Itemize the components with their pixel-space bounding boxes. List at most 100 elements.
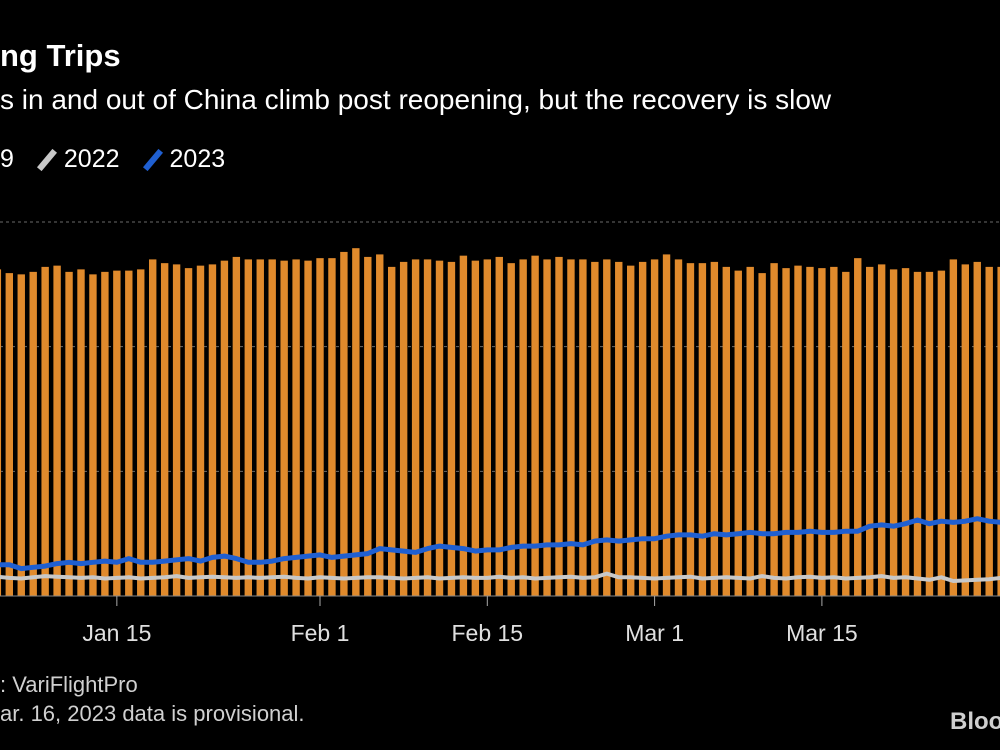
bar-2019-68 [770, 263, 778, 596]
bar-2019-28 [292, 259, 300, 596]
bar-2019-23 [232, 256, 241, 596]
bar-2019-77 [877, 264, 886, 596]
bar-2019-12 [101, 271, 109, 596]
bar-2019-11 [89, 274, 97, 596]
bar-2019-20 [196, 265, 205, 596]
bar-2019-6 [29, 271, 37, 596]
bar-2019-73 [830, 266, 838, 596]
bar-2019-87 [997, 266, 1000, 596]
bar-2019-36 [388, 266, 396, 596]
bar-2019-79 [901, 268, 910, 596]
legend: 9 2022 2023 [0, 145, 247, 174]
bar-2019-41 [447, 261, 456, 596]
legend-item-2023: 2023 [142, 145, 226, 174]
bar-2019-18 [172, 264, 181, 596]
bar-2019-48 [531, 255, 539, 596]
bar-2019-14 [125, 270, 133, 596]
bar-2019-17 [160, 263, 169, 596]
bar-2019-51 [567, 259, 575, 596]
line-2023 [0, 516, 1000, 572]
bar-2019-30 [316, 258, 324, 596]
bar-2019-42 [459, 255, 468, 596]
bar-2019-55 [615, 261, 623, 596]
legend-label-2022: 2022 [63, 145, 120, 173]
bar-2019-46 [507, 263, 515, 596]
line-2022 [0, 571, 1000, 583]
bar-2019-7 [41, 266, 49, 596]
chart-subtitle: s in and out of China climb post reopeni… [0, 84, 832, 115]
bar-2019-49 [543, 259, 551, 596]
bar-2019-13 [113, 270, 121, 596]
bar-2019-8 [53, 265, 61, 596]
bar-2019-29 [304, 260, 312, 596]
bar-2019-61 [686, 263, 695, 596]
bar-2019-40 [435, 260, 444, 596]
bar-2019-10 [77, 269, 85, 596]
bar-2019-39 [423, 259, 432, 596]
bar-2019-54 [603, 259, 611, 596]
bar-2019-85 [973, 261, 981, 596]
bar-2019-33 [352, 248, 360, 596]
bar-2019-50 [555, 256, 563, 596]
bar-2019-35 [376, 254, 384, 596]
bar-2019-31 [328, 258, 336, 596]
bar-2019-25 [256, 259, 264, 596]
bar-2019-60 [674, 259, 683, 596]
bar-2019-47 [519, 259, 527, 596]
bar-2019-19 [184, 268, 193, 596]
bar-2019-38 [411, 259, 420, 596]
bar-2019-34 [364, 256, 372, 596]
bar-2019-57 [638, 261, 647, 596]
legend-label-2023: 2023 [169, 145, 226, 173]
bar-2019-53 [591, 261, 599, 596]
bar-2019-5 [17, 274, 25, 596]
legend-label-2019: 9 [0, 145, 14, 173]
bar-2019-32 [340, 251, 348, 597]
x-tick-label-2: Feb 15 [451, 620, 523, 646]
bar-2019-56 [627, 265, 635, 596]
bar-2019-27 [280, 260, 288, 596]
brand-logo-text: Bloomberg [950, 708, 1000, 735]
legend-item-2022: 2022 [36, 145, 120, 174]
data-note: ar. 16, 2023 data is provisional. [0, 701, 305, 726]
bar-2019-22 [220, 260, 229, 596]
bar-2019-71 [806, 266, 814, 596]
bar-2019-15 [137, 269, 145, 596]
bar-2019-86 [985, 266, 993, 596]
bar-2019-16 [149, 259, 157, 596]
bar-2019-24 [244, 259, 252, 596]
bar-2019-72 [818, 268, 826, 596]
bar-2019-58 [650, 259, 659, 596]
legend-item-2019: 9 [0, 145, 14, 174]
bar-2019-80 [913, 271, 922, 596]
bar-2019-43 [471, 260, 480, 596]
bar-2019-9 [65, 271, 73, 596]
x-tick-label-3: Mar 1 [625, 620, 684, 646]
bar-2019-82 [937, 270, 946, 596]
bar-2019-21 [208, 264, 217, 596]
bar-2019-4 [5, 273, 13, 596]
bar-2019-52 [579, 259, 587, 596]
bar-2019-66 [746, 266, 754, 596]
bar-2019-76 [866, 266, 874, 596]
bar-2019-84 [961, 264, 969, 596]
bar-2019-64 [722, 266, 730, 596]
bar-2019-3 [0, 269, 2, 596]
bar-2019-74 [842, 271, 850, 596]
bar-2019-81 [925, 271, 934, 596]
bar-2019-69 [782, 268, 790, 596]
bar-2019-75 [854, 258, 862, 596]
bar-2019-45 [495, 256, 503, 596]
bar-2019-37 [399, 261, 408, 596]
chart-title: ng Trips [0, 38, 121, 73]
source-note: : VariFlightPro [0, 672, 138, 697]
bar-2019-62 [698, 263, 707, 596]
x-tick-label-1: Feb 1 [291, 620, 350, 646]
x-tick-label-0: Jan 15 [82, 620, 151, 646]
bar-2019-65 [734, 270, 742, 596]
bar-2019-26 [268, 259, 276, 596]
bar-2019-44 [483, 259, 491, 596]
bar-2019-63 [710, 261, 719, 596]
bar-2019-78 [889, 269, 898, 596]
